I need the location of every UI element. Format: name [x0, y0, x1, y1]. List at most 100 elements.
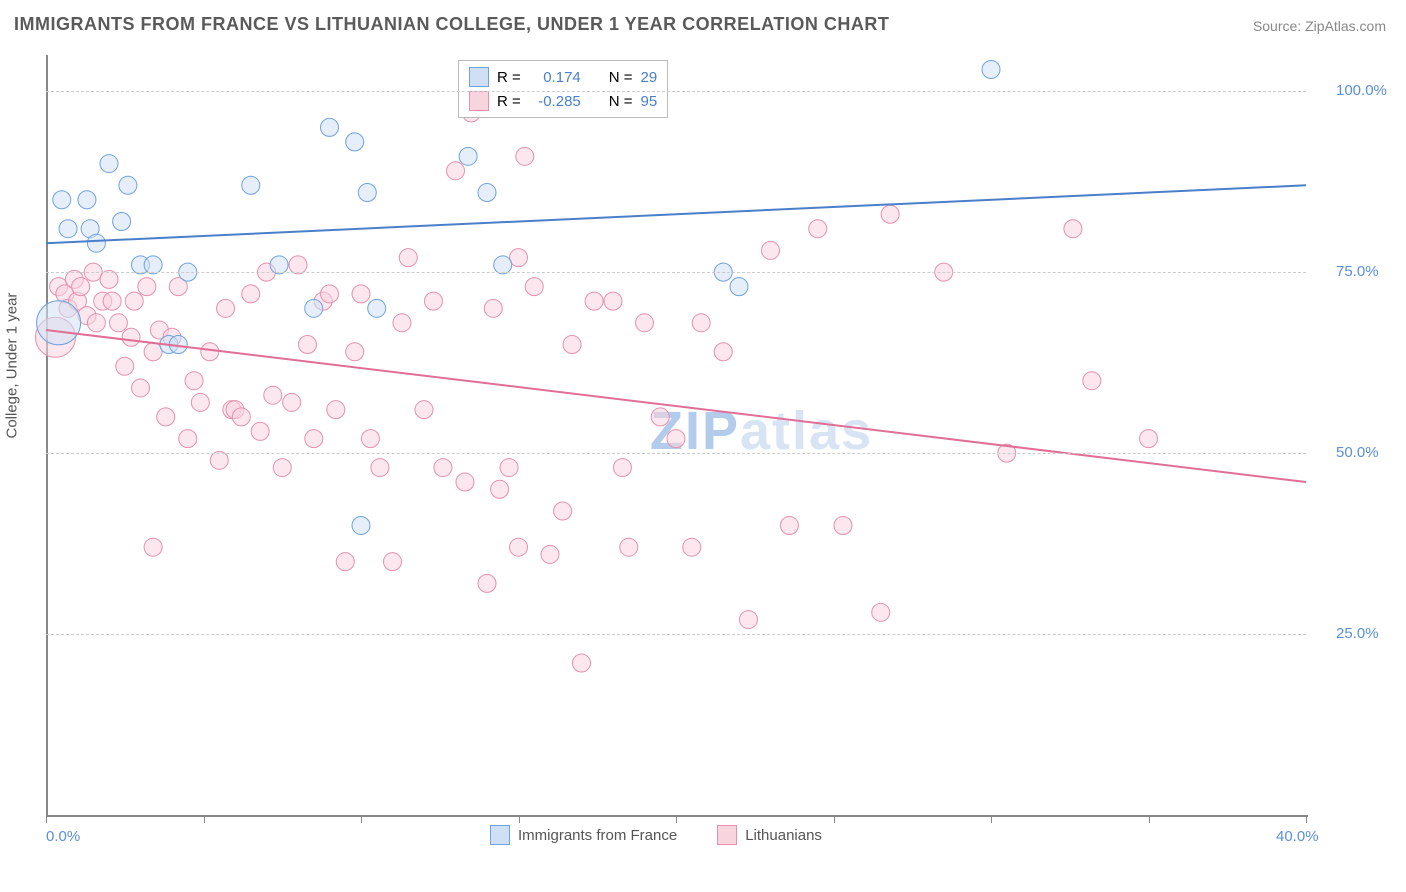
- point-lithuanians: [109, 314, 127, 332]
- point-lithuanians: [881, 205, 899, 223]
- point-lithuanians: [132, 379, 150, 397]
- ytick-label: 75.0%: [1336, 263, 1379, 280]
- correlation-legend: R = 0.174 N = 29 R = -0.285 N = 95: [458, 60, 668, 118]
- point-lithuanians: [613, 459, 631, 477]
- point-lithuanians: [809, 220, 827, 238]
- xtick: [1306, 815, 1307, 823]
- gridline-h: [46, 272, 1306, 273]
- swatch-lithuanians-icon: [717, 825, 737, 845]
- point-lithuanians: [447, 162, 465, 180]
- xtick: [46, 815, 47, 823]
- point-lithuanians: [157, 408, 175, 426]
- point-lithuanians: [516, 147, 534, 165]
- point-lithuanians: [491, 480, 509, 498]
- point-lithuanians: [399, 249, 417, 267]
- n-label: N =: [609, 69, 633, 86]
- point-lithuanians: [739, 611, 757, 629]
- point-lithuanians: [683, 538, 701, 556]
- r-label: R =: [497, 93, 521, 110]
- point-lithuanians: [620, 538, 638, 556]
- point-france: [37, 301, 81, 345]
- point-france: [358, 184, 376, 202]
- point-france: [119, 176, 137, 194]
- y-axis-label: College, Under 1 year: [4, 293, 21, 439]
- legend-label-lithuanians: Lithuanians: [745, 827, 822, 844]
- point-lithuanians: [415, 401, 433, 419]
- point-lithuanians: [780, 516, 798, 534]
- xtick: [834, 815, 835, 823]
- point-lithuanians: [361, 430, 379, 448]
- gridline-h: [46, 91, 1306, 92]
- point-lithuanians: [179, 430, 197, 448]
- xtick: [519, 815, 520, 823]
- point-lithuanians: [1083, 372, 1101, 390]
- point-france: [352, 516, 370, 534]
- xtick: [204, 815, 205, 823]
- point-lithuanians: [336, 553, 354, 571]
- legend-label-france: Immigrants from France: [518, 827, 677, 844]
- point-lithuanians: [563, 336, 581, 354]
- point-france: [459, 147, 477, 165]
- point-lithuanians: [242, 285, 260, 303]
- ytick-label: 25.0%: [1336, 625, 1379, 642]
- point-lithuanians: [138, 278, 156, 296]
- legend-item-france: Immigrants from France: [490, 825, 677, 845]
- point-lithuanians: [264, 386, 282, 404]
- point-france: [730, 278, 748, 296]
- xtick-label: 0.0%: [46, 828, 80, 845]
- trendline-france: [46, 185, 1306, 243]
- point-lithuanians: [103, 292, 121, 310]
- swatch-france: [469, 67, 489, 87]
- point-lithuanians: [714, 343, 732, 361]
- swatch-france-icon: [490, 825, 510, 845]
- point-lithuanians: [283, 393, 301, 411]
- point-lithuanians: [872, 603, 890, 621]
- point-lithuanians: [217, 299, 235, 317]
- legend-row-lithuanians: R = -0.285 N = 95: [469, 89, 657, 113]
- r-value-lithuanians: -0.285: [529, 93, 581, 110]
- point-france: [87, 234, 105, 252]
- r-label: R =: [497, 69, 521, 86]
- gridline-h: [46, 453, 1306, 454]
- point-lithuanians: [484, 299, 502, 317]
- point-lithuanians: [393, 314, 411, 332]
- point-lithuanians: [185, 372, 203, 390]
- point-france: [346, 133, 364, 151]
- point-france: [478, 184, 496, 202]
- point-lithuanians: [298, 336, 316, 354]
- point-france: [982, 60, 1000, 78]
- point-lithuanians: [510, 538, 528, 556]
- chart-title: IMMIGRANTS FROM FRANCE VS LITHUANIAN COL…: [14, 14, 889, 35]
- point-france: [100, 155, 118, 173]
- legend-row-france: R = 0.174 N = 29: [469, 65, 657, 89]
- point-lithuanians: [384, 553, 402, 571]
- point-lithuanians: [554, 502, 572, 520]
- point-lithuanians: [371, 459, 389, 477]
- point-france: [59, 220, 77, 238]
- point-lithuanians: [87, 314, 105, 332]
- point-lithuanians: [478, 574, 496, 592]
- swatch-lithuanians: [469, 91, 489, 111]
- chart-container: IMMIGRANTS FROM FRANCE VS LITHUANIAN COL…: [0, 0, 1406, 892]
- point-lithuanians: [692, 314, 710, 332]
- legend-item-lithuanians: Lithuanians: [717, 825, 822, 845]
- xtick: [1149, 815, 1150, 823]
- point-lithuanians: [273, 459, 291, 477]
- point-lithuanians: [327, 401, 345, 419]
- point-france: [321, 118, 339, 136]
- point-lithuanians: [541, 545, 559, 563]
- point-lithuanians: [585, 292, 603, 310]
- point-france: [368, 299, 386, 317]
- point-lithuanians: [424, 292, 442, 310]
- xtick: [361, 815, 362, 823]
- xtick: [991, 815, 992, 823]
- point-lithuanians: [604, 292, 622, 310]
- scatter-svg: [46, 55, 1306, 815]
- point-lithuanians: [122, 328, 140, 346]
- point-lithuanians: [1140, 430, 1158, 448]
- point-lithuanians: [434, 459, 452, 477]
- point-lithuanians: [125, 292, 143, 310]
- point-lithuanians: [456, 473, 474, 491]
- r-value-france: 0.174: [529, 69, 581, 86]
- point-lithuanians: [525, 278, 543, 296]
